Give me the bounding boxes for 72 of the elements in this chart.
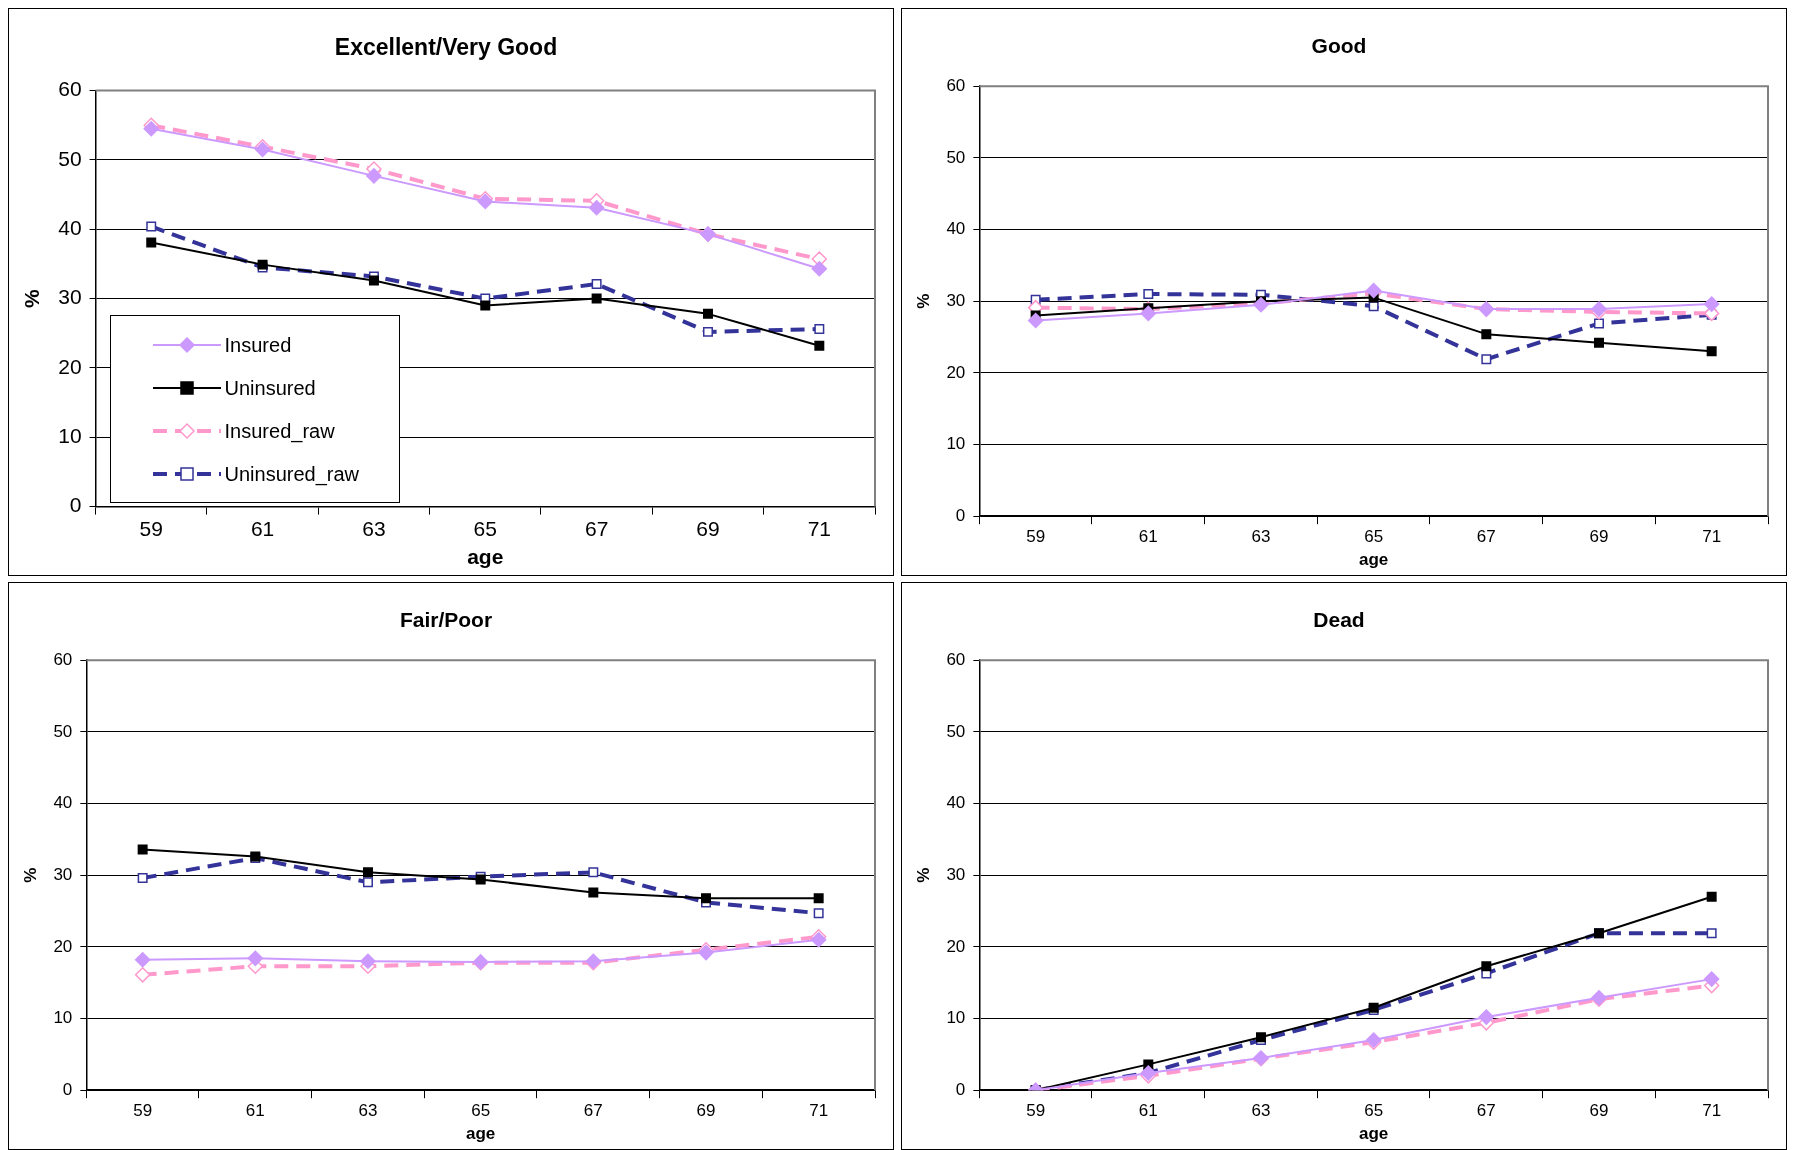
y-tick-label: 10: [946, 434, 966, 454]
x-tick-label: 59: [133, 1101, 153, 1121]
y-tick-label: 20: [946, 936, 966, 956]
y-axis-title: %: [20, 867, 40, 883]
x-tick-label: 71: [809, 1101, 829, 1121]
y-tick-label: 50: [58, 146, 82, 170]
x-tick-label: 69: [1589, 527, 1609, 547]
x-axis-title: age: [467, 545, 504, 569]
y-tick-label: 40: [53, 793, 73, 813]
legend-label: Uninsured_raw: [224, 462, 360, 486]
y-tick-label: 30: [946, 864, 966, 884]
y-tick-label: 10: [58, 424, 82, 448]
y-tick-label: 40: [946, 793, 966, 813]
x-tick-label: 65: [471, 1101, 491, 1121]
y-tick-label: 40: [58, 216, 82, 240]
y-tick-label: 10: [946, 1008, 966, 1028]
x-tick-label: 61: [245, 1101, 265, 1121]
y-tick-label: 60: [53, 649, 73, 669]
x-tick-label: 61: [1138, 1101, 1158, 1121]
y-tick-label: 50: [53, 721, 73, 741]
legend-label: Insured_raw: [224, 419, 335, 443]
y-tick-label: 40: [946, 219, 966, 239]
y-tick-label: 60: [58, 77, 82, 101]
x-tick-label: 63: [358, 1101, 378, 1121]
x-tick-label: 63: [1251, 1101, 1271, 1121]
y-tick-label: 30: [946, 290, 966, 310]
y-tick-label: 30: [58, 285, 82, 309]
y-tick-label: 60: [946, 75, 966, 95]
y-tick-label: 50: [946, 721, 966, 741]
x-tick-label: 59: [1026, 527, 1046, 547]
x-tick-label: 71: [807, 517, 832, 540]
legend-label: Insured: [224, 333, 292, 357]
chart-title: Excellent/Very Good: [334, 34, 558, 61]
chart-title: Dead: [1313, 608, 1365, 632]
y-tick-label: 0: [955, 505, 966, 525]
x-tick-label: 63: [1251, 527, 1271, 547]
y-axis-title: %: [913, 867, 933, 883]
x-tick-label: 59: [1026, 1101, 1046, 1121]
y-tick-label: 10: [53, 1008, 73, 1028]
x-tick-label: 69: [1589, 1101, 1609, 1121]
x-tick-label: 59: [139, 517, 163, 540]
y-tick-label: 0: [62, 1079, 73, 1099]
x-tick-label: 69: [696, 517, 720, 540]
y-tick-label: 20: [53, 936, 73, 956]
x-tick-label: 67: [1476, 527, 1496, 547]
x-tick-label: 65: [1364, 1101, 1384, 1121]
y-tick-label: 0: [955, 1079, 966, 1099]
y-tick-label: 30: [53, 864, 73, 884]
x-tick-label: 63: [362, 517, 386, 540]
y-tick-label: 50: [946, 147, 966, 167]
chart-title: Good: [1311, 34, 1367, 58]
x-tick-label: 71: [1702, 527, 1722, 547]
x-axis-title: age: [466, 1124, 496, 1144]
x-axis-title: age: [1359, 1124, 1389, 1144]
y-tick-label: 20: [946, 362, 966, 382]
x-tick-label: 61: [250, 517, 275, 540]
y-axis-title: %: [20, 288, 44, 308]
chart-title: Fair/Poor: [399, 608, 493, 632]
x-tick-label: 61: [1138, 527, 1158, 547]
x-axis-title: age: [1359, 550, 1389, 570]
y-tick-label: 0: [69, 493, 82, 517]
x-tick-label: 69: [696, 1101, 716, 1121]
y-tick-label: 20: [58, 354, 82, 378]
x-tick-label: 65: [473, 517, 497, 540]
x-tick-label: 71: [1702, 1101, 1722, 1121]
y-tick-label: 60: [946, 649, 966, 669]
x-tick-label: 67: [583, 1101, 603, 1121]
y-axis-title: %: [913, 293, 933, 309]
legend-label: Uninsured: [224, 376, 316, 400]
x-tick-label: 67: [1476, 1101, 1496, 1121]
x-tick-label: 65: [1364, 527, 1384, 547]
x-tick-label: 67: [584, 517, 609, 540]
